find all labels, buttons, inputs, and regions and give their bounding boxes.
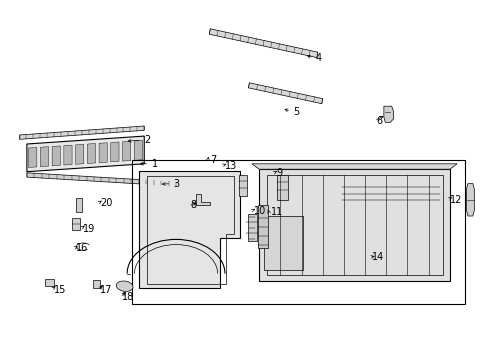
Bar — [132, 160, 464, 304]
Polygon shape — [29, 148, 37, 167]
Polygon shape — [87, 144, 95, 163]
Text: 2: 2 — [144, 135, 150, 145]
Polygon shape — [41, 147, 48, 167]
Polygon shape — [99, 143, 107, 163]
Polygon shape — [111, 142, 119, 162]
Text: 15: 15 — [54, 285, 66, 295]
Polygon shape — [466, 184, 473, 216]
Polygon shape — [209, 29, 317, 58]
Text: 7: 7 — [210, 155, 216, 165]
Polygon shape — [139, 171, 239, 288]
Polygon shape — [247, 214, 256, 241]
Text: 3: 3 — [173, 179, 180, 189]
Polygon shape — [64, 145, 72, 165]
Polygon shape — [264, 216, 303, 270]
Polygon shape — [122, 141, 130, 161]
Polygon shape — [259, 169, 449, 281]
Text: 4: 4 — [315, 53, 321, 63]
Polygon shape — [76, 144, 83, 164]
Polygon shape — [195, 194, 210, 205]
Text: 5: 5 — [293, 107, 299, 117]
Polygon shape — [134, 140, 142, 160]
Polygon shape — [277, 175, 287, 200]
Ellipse shape — [116, 281, 133, 291]
Polygon shape — [76, 198, 82, 212]
Text: 1: 1 — [151, 159, 158, 169]
Polygon shape — [238, 175, 247, 196]
Text: 12: 12 — [449, 195, 461, 205]
Polygon shape — [45, 279, 54, 286]
Text: 10: 10 — [254, 206, 266, 216]
Text: 14: 14 — [371, 252, 383, 262]
Polygon shape — [93, 280, 100, 288]
Text: 16: 16 — [76, 243, 88, 253]
Text: 13: 13 — [224, 161, 237, 171]
Polygon shape — [248, 83, 322, 104]
Polygon shape — [52, 146, 60, 166]
Text: 9: 9 — [276, 168, 282, 178]
Text: 17: 17 — [100, 285, 112, 295]
Text: 8: 8 — [190, 200, 197, 210]
Text: 6: 6 — [376, 116, 382, 126]
Text: 20: 20 — [100, 198, 112, 208]
Polygon shape — [20, 126, 144, 139]
Polygon shape — [383, 106, 393, 122]
Polygon shape — [251, 164, 456, 169]
Text: 19: 19 — [83, 224, 95, 234]
Text: 18: 18 — [122, 292, 134, 302]
Text: 11: 11 — [271, 207, 283, 217]
Polygon shape — [72, 218, 80, 230]
Polygon shape — [258, 205, 267, 248]
Polygon shape — [27, 136, 144, 172]
Polygon shape — [27, 173, 176, 186]
